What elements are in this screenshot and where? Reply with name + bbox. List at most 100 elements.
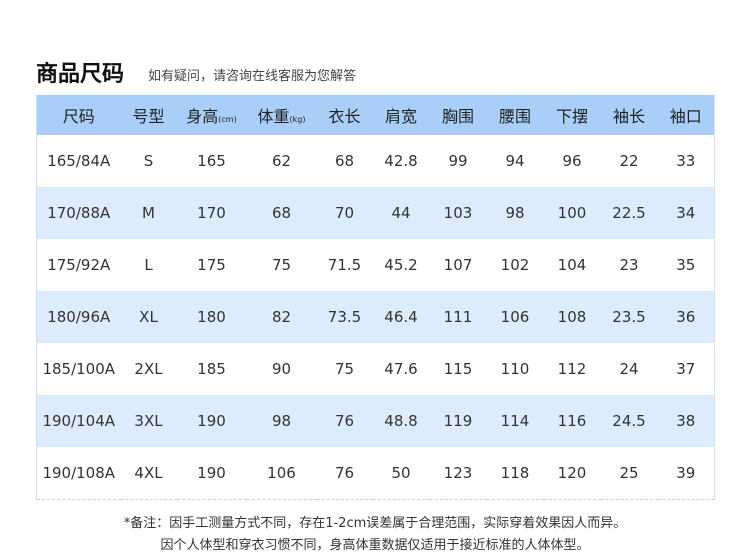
table-row: 190/108A 4XL 190 106 76 50 123 118 120 25 39 (37, 447, 715, 500)
table-cell: S (143, 152, 154, 170)
table-cell: 25 (619, 464, 639, 482)
table-cell: 82 (246, 291, 317, 343)
column-header: 袖口 (657, 95, 715, 135)
table-cell: 73.5 (316, 291, 373, 343)
table-cell: 115 (443, 360, 473, 378)
table-row: 180/96A XL 180 82 73.5 46.4 111 106 108 23.5 36 (36, 291, 715, 343)
table-cell: 24.5 (600, 395, 658, 447)
table-cell: 48.8 (372, 395, 430, 447)
column-header: 号型 (120, 95, 177, 135)
column-label: 袖长 (612, 107, 645, 126)
table-cell: 44 (372, 187, 430, 239)
table-cell: 103 (429, 187, 487, 239)
column-label: 身高 (186, 107, 219, 126)
table-cell: 23 (619, 256, 639, 274)
table-cell: L (144, 256, 153, 274)
table-cell: 190/104A (36, 395, 121, 447)
table-cell: 62 (271, 152, 292, 170)
column-label: 肩宽 (384, 107, 417, 126)
table-cell: 94 (505, 152, 525, 170)
table-cell: 35 (676, 256, 696, 274)
table-row: 190/104A 3XL 190 98 76 48.8 119 114 116 24.5 38 (36, 395, 715, 447)
table-row: 175/92A L 175 75 71.5 45.2 107 102 104 23 35 (37, 239, 715, 291)
table-cell: XL (120, 291, 177, 343)
table-cell: 90 (271, 360, 292, 378)
column-header: 肩宽 (372, 95, 430, 135)
table-row: 185/100A 2XL 185 90 75 47.6 115 110 112 24 37 (37, 343, 715, 395)
table-cell: 38 (657, 395, 715, 447)
table-cell: 180 (176, 291, 247, 343)
table-cell: 190 (176, 395, 247, 447)
column-label: 胸围 (441, 107, 474, 126)
table-cell: 110 (500, 360, 530, 378)
table-cell: 123 (443, 464, 473, 482)
table-cell: 3XL (120, 395, 177, 447)
table-row: 170/88A M 170 68 70 44 103 98 100 22.5 34 (36, 187, 715, 239)
table-cell: 106 (267, 464, 296, 482)
column-header: 腰围 (486, 95, 544, 135)
table-cell: 4XL (134, 464, 163, 482)
table-cell: 108 (543, 291, 601, 343)
table-cell: 170 (176, 187, 247, 239)
table-cell: 98 (246, 395, 317, 447)
table-cell: 24 (619, 360, 639, 378)
table-cell: 47.6 (384, 360, 418, 378)
table-cell: 50 (391, 464, 411, 482)
table-cell: 45.2 (384, 256, 418, 274)
table-cell: 114 (486, 395, 544, 447)
table-cell: 106 (486, 291, 544, 343)
table-cell: 104 (557, 256, 587, 274)
table-cell: 23.5 (600, 291, 658, 343)
table-cell: 175 (197, 256, 226, 274)
table-cell: 120 (557, 464, 587, 482)
table-cell: 165/84A (47, 152, 111, 170)
table-cell: 2XL (134, 360, 163, 378)
note: 因个人体型和穿衣习惯不同，身高体重数据仅适用于接近标准的人体体型。 (160, 538, 590, 553)
column-label: 尺码 (62, 107, 95, 126)
table-cell: 42.8 (384, 152, 418, 170)
size-table: 尺码 号型 身高(cm) 体重(kg) 衣长 肩宽 胸围 腰围 下摆 袖长 袖口 165/84A S 1… (36, 95, 715, 500)
column-header: 尺码 (36, 95, 121, 135)
table-cell: 107 (443, 256, 473, 274)
table-cell: 68 (246, 187, 317, 239)
table-cell: 190/108A (42, 464, 116, 482)
subtitle: 如有疑问，请咨询在线客服为您解答 (148, 69, 357, 84)
table-cell: 33 (676, 152, 696, 170)
column-unit: (kg) (289, 115, 306, 124)
column-header: 下摆 (543, 95, 601, 135)
column-header: 衣长 (316, 95, 373, 135)
table-cell: 190 (197, 464, 226, 482)
table-body: 165/84A S 165 62 68 42.8 99 94 96 22 33 170/88A M 170… (36, 135, 715, 500)
table-cell: M (120, 187, 177, 239)
table-cell: 100 (543, 187, 601, 239)
column-label: 袖口 (669, 107, 702, 126)
column-label: 衣长 (328, 107, 361, 126)
column-unit: (cm) (218, 115, 237, 124)
table-cell: 98 (486, 187, 544, 239)
table-cell: 22.5 (600, 187, 658, 239)
table-cell: 112 (557, 360, 587, 378)
column-label: 腰围 (498, 107, 531, 126)
table-row: 165/84A S 165 62 68 42.8 99 94 96 22 33 (37, 135, 715, 187)
table-cell: 116 (543, 395, 601, 447)
table-cell: 68 (334, 152, 355, 170)
column-header: 体重(kg) (246, 95, 317, 135)
table-cell: 102 (500, 256, 530, 274)
table-cell: 96 (562, 152, 582, 170)
table-cell: 34 (657, 187, 715, 239)
table-cell: 175/92A (47, 256, 111, 274)
table-cell: 75 (334, 360, 355, 378)
table-cell: 71.5 (327, 256, 362, 274)
column-header: 身高(cm) (176, 95, 247, 135)
column-header: 袖长 (600, 95, 658, 135)
table-cell: 76 (334, 464, 355, 482)
table-cell: 165 (197, 152, 226, 170)
title: 商品尺码 (36, 62, 125, 87)
table-cell: 37 (676, 360, 696, 378)
table-cell: 185 (197, 360, 226, 378)
note: *备注：因手工测量方式不同，存在1-2cm误差属于合理范围，实际穿着效果因人而异… (123, 516, 627, 531)
table-cell: 75 (271, 256, 292, 274)
column-label: 号型 (132, 107, 165, 126)
table-cell: 119 (429, 395, 487, 447)
